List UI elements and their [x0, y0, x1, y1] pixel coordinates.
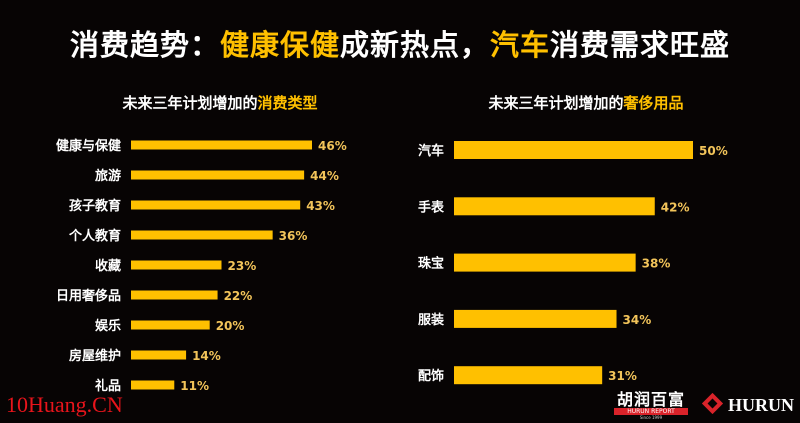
category-label: 手表: [418, 199, 445, 215]
value-label: 46%: [318, 139, 347, 153]
value-label: 31%: [608, 369, 637, 383]
hurun-diamond-icon: [701, 392, 724, 415]
bar: [131, 230, 273, 240]
title-highlight: 汽车: [490, 28, 551, 62]
bar: [131, 290, 218, 300]
bar: [131, 260, 222, 270]
category-label: 娱乐: [95, 318, 121, 334]
watermark: 10Huang.CN: [6, 392, 123, 417]
bar: [131, 320, 210, 330]
value-label: 34%: [623, 313, 652, 327]
category-label: 珠宝: [418, 256, 444, 272]
hurun-logo: HURUN: [701, 391, 798, 419]
bar: [131, 380, 175, 390]
subtitle-text: 未来三年计划增加的: [488, 94, 624, 112]
category-label: 配饰: [418, 368, 444, 384]
value-label: 42%: [661, 200, 690, 214]
value-label: 23%: [228, 259, 257, 273]
right-chart-title: 未来三年计划增加的奢侈用品: [456, 92, 716, 113]
bar: [454, 253, 636, 272]
value-label: 44%: [310, 169, 339, 183]
subtitle-highlight: 奢侈用品: [623, 94, 684, 112]
bar: [131, 200, 301, 210]
title-part: 成新热点，: [339, 28, 490, 62]
category-label: 旅游: [95, 168, 121, 184]
category-label: 服装: [418, 312, 444, 328]
logo-since: Since 1999: [639, 415, 663, 420]
title-part: 消费需求旺盛: [550, 28, 731, 62]
value-label: 43%: [306, 199, 335, 213]
category-label: 个人教育: [68, 228, 121, 244]
logo-hurun-text: HURUN: [728, 395, 794, 415]
value-label: 14%: [192, 349, 221, 363]
bar: [131, 350, 187, 360]
category-label: 收藏: [95, 258, 121, 274]
category-label: 礼品: [95, 378, 121, 394]
value-label: 38%: [642, 257, 671, 271]
value-label: 22%: [224, 289, 253, 303]
bar: [454, 309, 617, 328]
bar: [131, 140, 312, 150]
value-label: 20%: [216, 319, 245, 333]
category-label: 房屋维护: [69, 348, 121, 364]
page-title: 消费趋势：健康保健成新热点，汽车消费需求旺盛: [0, 22, 800, 64]
title-highlight: 健康保健: [219, 28, 340, 62]
category-label: 孩子教育: [69, 198, 121, 214]
bar: [454, 197, 655, 216]
hurun-report-logo: 胡润百富 HURUN REPORT Since 1999: [614, 391, 688, 420]
bar: [454, 141, 693, 159]
bar: [454, 366, 603, 385]
value-label: 50%: [699, 144, 728, 158]
title-part: 消费趋势：: [69, 28, 220, 62]
logo-en: HURUN REPORT: [614, 408, 688, 415]
subtitle-highlight: 消费类型: [257, 94, 318, 112]
value-label: 36%: [279, 229, 308, 243]
subtitle-text: 未来三年计划增加的: [122, 94, 258, 112]
logo-cn: 胡润百富: [616, 390, 685, 409]
category-label: 日用奢侈品: [56, 288, 121, 304]
left-chart-title: 未来三年计划增加的消费类型: [90, 92, 350, 113]
category-label: 汽车: [418, 143, 444, 159]
value-label: 11%: [180, 379, 209, 393]
category-label: 健康与保健: [56, 138, 121, 154]
bar: [131, 170, 305, 180]
